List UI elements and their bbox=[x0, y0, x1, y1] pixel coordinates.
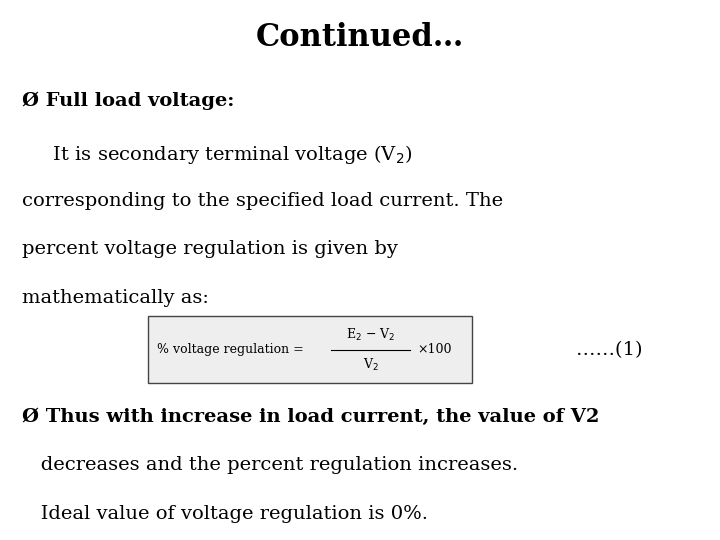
Text: decreases and the percent regulation increases.: decreases and the percent regulation inc… bbox=[22, 456, 518, 474]
Text: mathematically as:: mathematically as: bbox=[22, 289, 209, 307]
Text: Continued…: Continued… bbox=[256, 22, 464, 52]
Text: Ø Thus with increase in load current, the value of V2: Ø Thus with increase in load current, th… bbox=[22, 408, 599, 426]
Text: V$_2$: V$_2$ bbox=[363, 357, 379, 373]
Text: E$_2$ $-$ V$_2$: E$_2$ $-$ V$_2$ bbox=[346, 327, 395, 342]
Text: ×100: ×100 bbox=[418, 343, 452, 356]
FancyBboxPatch shape bbox=[148, 316, 472, 383]
Text: Ø Full load voltage:: Ø Full load voltage: bbox=[22, 92, 234, 110]
Text: It is secondary terminal voltage (V$_2$): It is secondary terminal voltage (V$_2$) bbox=[22, 143, 412, 166]
Text: % voltage regulation =: % voltage regulation = bbox=[157, 343, 307, 356]
Text: Ideal value of voltage regulation is 0%.: Ideal value of voltage regulation is 0%. bbox=[22, 505, 428, 523]
Text: ……(1): ……(1) bbox=[576, 341, 642, 359]
Text: corresponding to the specified load current. The: corresponding to the specified load curr… bbox=[22, 192, 503, 210]
Text: percent voltage regulation is given by: percent voltage regulation is given by bbox=[22, 240, 397, 258]
